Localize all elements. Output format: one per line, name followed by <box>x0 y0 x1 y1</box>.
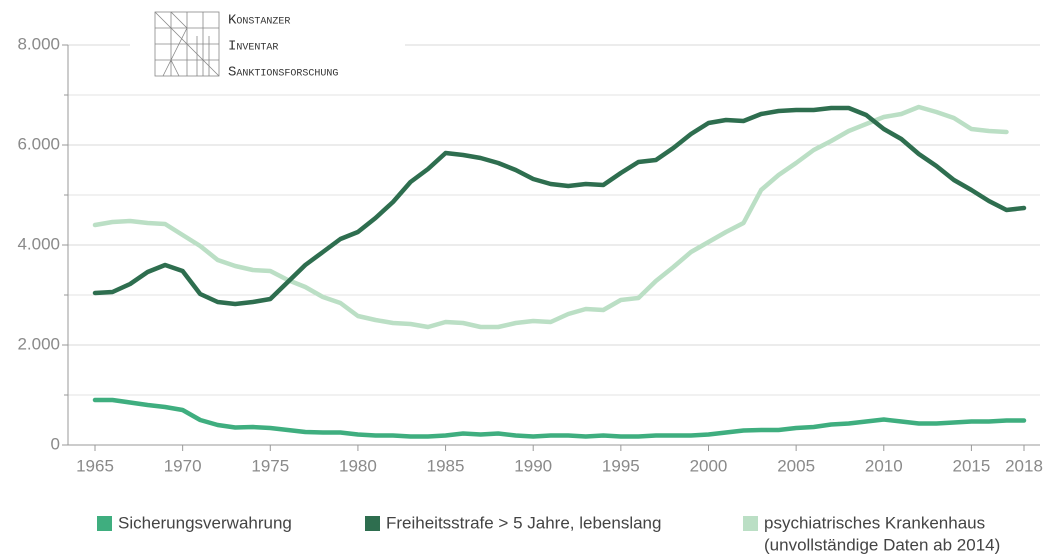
x-tick-label: 1980 <box>339 456 377 475</box>
logo-text: Konstanzer <box>228 13 290 29</box>
legend-swatch <box>365 516 380 531</box>
grid <box>68 44 1040 396</box>
y-tick-label: 6.000 <box>17 134 60 153</box>
x-tick-label: 2015 <box>953 456 991 475</box>
y-tick-label: 8.000 <box>17 34 60 53</box>
logo-icon <box>154 11 220 77</box>
x-tick-label: 1975 <box>251 456 289 475</box>
x-tick-label: 2010 <box>865 456 903 475</box>
y-tick-label: 4.000 <box>17 234 60 253</box>
x-tick-label: 2005 <box>777 456 815 475</box>
legend-label: Freiheitsstrafe > 5 Jahre, lebenslang <box>386 513 661 532</box>
series-line <box>92 397 1027 439</box>
series-line <box>92 105 1027 307</box>
y-tick-label: 2.000 <box>17 334 60 353</box>
x-tick-label: 1965 <box>76 456 114 475</box>
legend-note: (unvollständige Daten ab 2014) <box>764 535 1000 554</box>
legend-swatch <box>97 516 112 531</box>
legend-swatch <box>743 516 758 531</box>
x-tick-label: 1995 <box>602 456 640 475</box>
legend-label: psychiatrisches Krankenhaus <box>764 513 985 532</box>
logo-text: Sanktionsforschung <box>228 65 338 81</box>
series-line <box>92 104 1009 330</box>
x-tick-label: 1970 <box>164 456 202 475</box>
x-tick-label: 1990 <box>514 456 552 475</box>
legend-label: Sicherungsverwahrung <box>118 513 292 532</box>
x-tick-label: 2018 <box>1005 456 1043 475</box>
x-tick-label: 1985 <box>427 456 465 475</box>
x-tick-label: 2000 <box>690 456 728 475</box>
y-tick-label: 0 <box>51 434 60 453</box>
logo-text: Inventar <box>228 39 278 55</box>
